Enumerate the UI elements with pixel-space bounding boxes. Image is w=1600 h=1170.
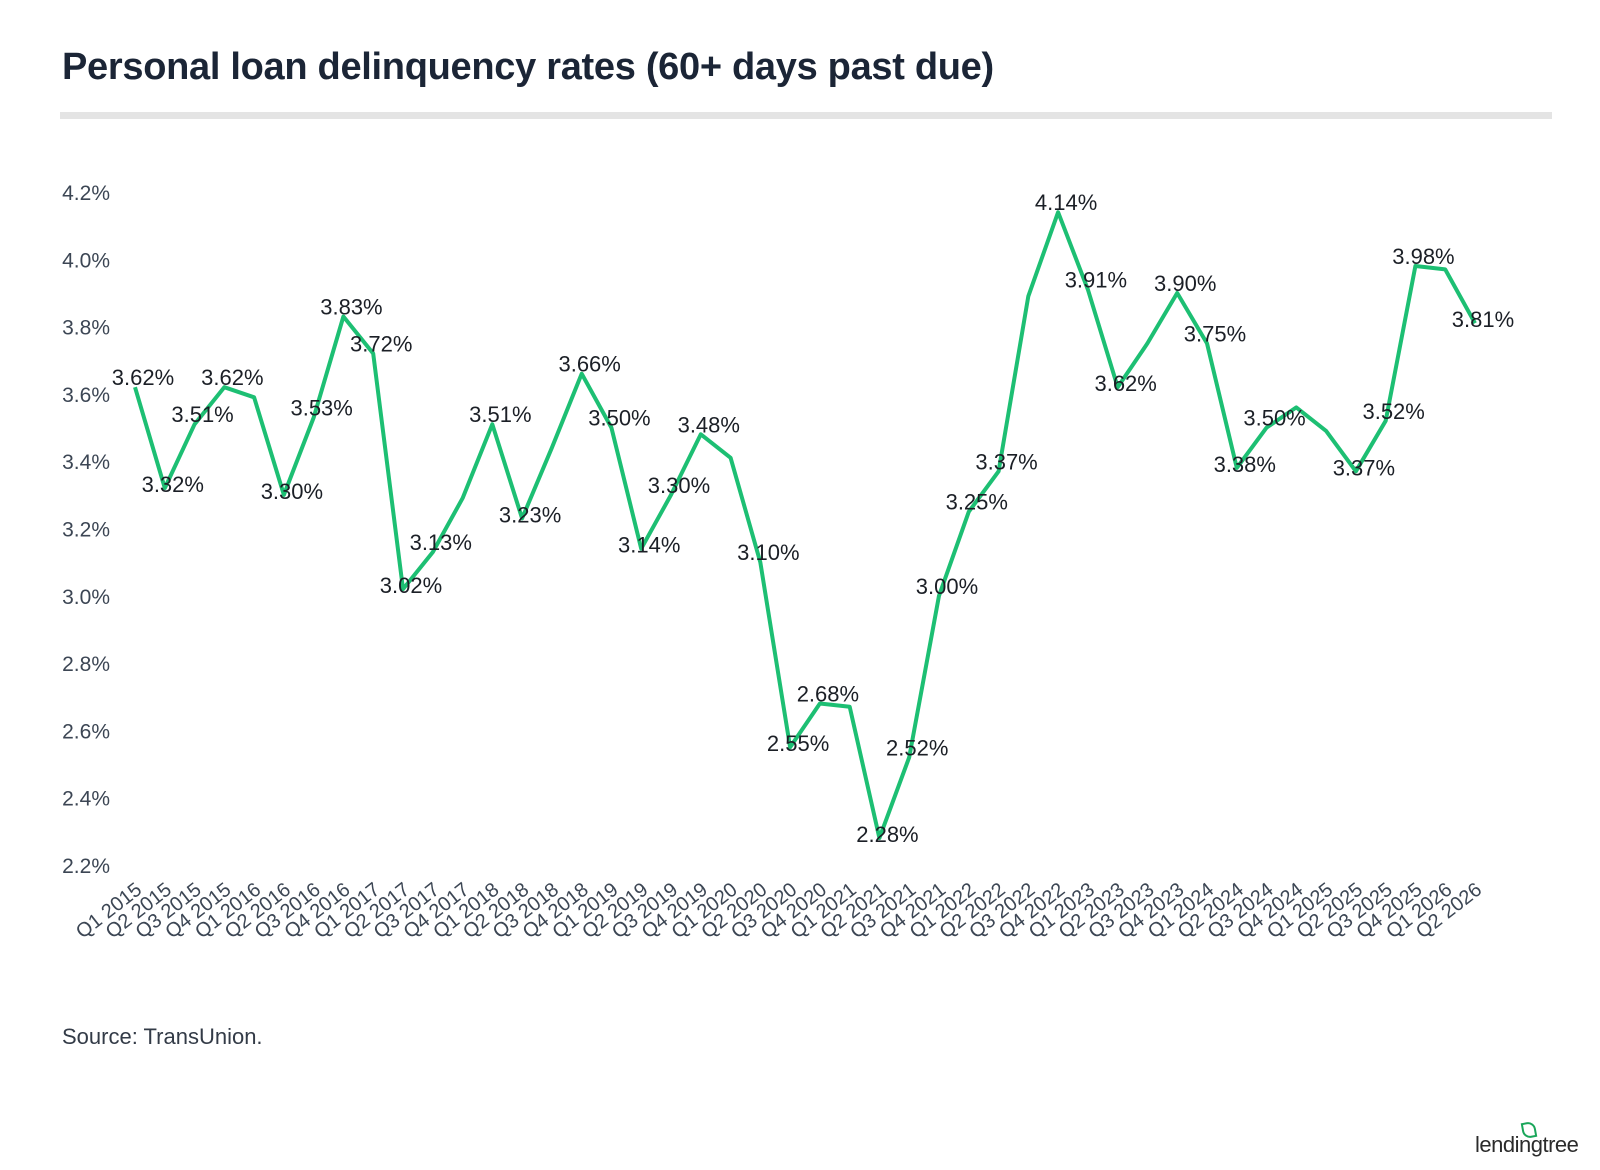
data-label: 3.66% [558, 352, 620, 377]
y-tick-label: 3.2% [62, 519, 110, 542]
data-label: 3.81% [1452, 307, 1514, 332]
data-label: 3.37% [975, 449, 1037, 474]
y-tick-label: 4.2% [62, 182, 110, 205]
data-label: 3.72% [350, 332, 412, 357]
y-tick-label: 3.6% [62, 384, 110, 407]
series-line [133, 210, 1477, 841]
data-label: 2.55% [767, 731, 829, 756]
data-label: 3.53% [290, 395, 352, 420]
data-label: 3.38% [1214, 452, 1276, 477]
data-label: 4.14% [1035, 190, 1097, 215]
y-tick-label: 2.2% [62, 855, 110, 878]
data-label: 3.14% [618, 533, 680, 558]
data-label: 3.25% [946, 490, 1008, 515]
y-tick-label: 2.8% [62, 653, 110, 676]
data-label: 3.62% [201, 365, 263, 390]
data-label: 3.62% [112, 365, 174, 390]
y-tick-label: 3.0% [62, 586, 110, 609]
data-label: 3.50% [588, 406, 650, 431]
data-label: 2.52% [886, 735, 948, 760]
data-label: 3.50% [1243, 406, 1305, 431]
data-label: 3.23% [499, 502, 561, 527]
data-label: 3.00% [916, 574, 978, 599]
data-label: 2.28% [856, 822, 918, 847]
data-label: 3.32% [142, 472, 204, 497]
data-label: 3.83% [320, 295, 382, 320]
data-label: 3.13% [410, 530, 472, 555]
data-labels: 3.62% 3.32% 3.51% 3.62% 3.30% 3.53% 3.83% 3.72%… [112, 190, 1514, 847]
data-label: 3.48% [678, 412, 740, 437]
y-tick-label: 2.6% [62, 720, 110, 743]
data-label: 3.10% [737, 540, 799, 565]
y-axis: 2.2% 2.4% 2.6% 2.8% 3.0% 3.2% 3.4% 3.6% 3.8% 4.0%… [62, 182, 110, 878]
lendingtree-logo: lendingtree [1475, 1132, 1579, 1157]
y-tick-label: 3.8% [62, 317, 110, 340]
y-tick-label: 4.0% [62, 249, 110, 272]
data-label: 3.91% [1065, 268, 1127, 293]
data-label: 3.90% [1154, 271, 1216, 296]
line-chart: 2.2% 2.4% 2.6% 2.8% 3.0% 3.2% 3.4% 3.6% 3.8% 4.0%… [62, 182, 1514, 944]
data-label: 3.30% [261, 479, 323, 504]
data-label: 3.37% [1333, 455, 1395, 480]
y-tick-label: 2.4% [62, 788, 110, 811]
data-label: 3.51% [469, 402, 531, 427]
data-label: 2.68% [797, 681, 859, 706]
source-note: Source: TransUnion. [62, 1024, 263, 1049]
data-label: 3.98% [1392, 244, 1454, 269]
data-label: 3.30% [648, 473, 710, 498]
data-label: 3.62% [1094, 371, 1156, 396]
data-label: 3.75% [1184, 321, 1246, 346]
data-label: 3.51% [171, 402, 233, 427]
data-label: 3.52% [1362, 399, 1424, 424]
chart-title: Personal loan delinquency rates (60+ day… [62, 46, 994, 88]
data-label: 3.02% [380, 573, 442, 598]
y-tick-label: 3.4% [62, 451, 110, 474]
title-divider [60, 112, 1552, 119]
